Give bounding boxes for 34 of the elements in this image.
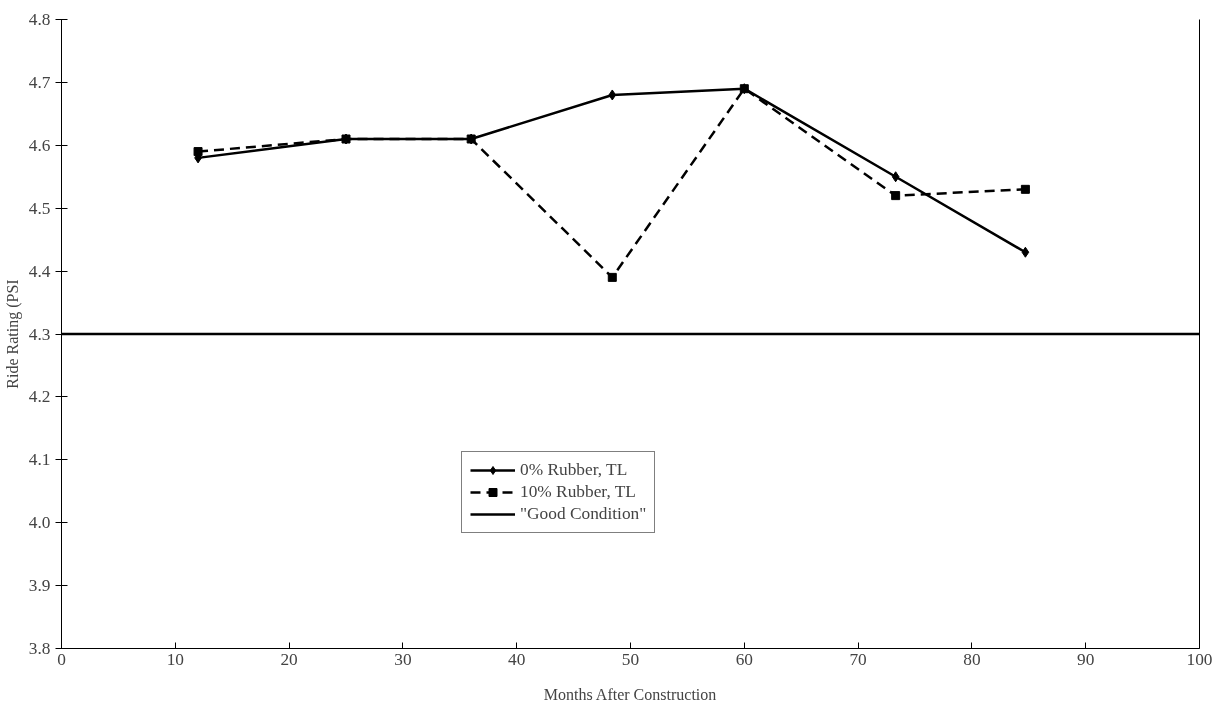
x-tick-label: 60	[735, 649, 753, 669]
y-axis-title: Ride Rating (PSI	[3, 279, 22, 389]
y-tick-label: 4.3	[28, 324, 51, 344]
point	[608, 89, 617, 101]
x-tick-label: 90	[1077, 649, 1095, 669]
point	[607, 272, 617, 282]
x-tick-label: 0	[57, 649, 66, 669]
point	[891, 171, 900, 183]
y-tick-label: 4.0	[28, 513, 51, 533]
point	[891, 191, 901, 201]
y-tick-label: 3.8	[28, 639, 51, 658]
x-tick-label: 30	[394, 649, 412, 669]
x-tick-label: 20	[280, 649, 298, 669]
x-tick-label: 40	[508, 649, 526, 669]
x-tick-label: 70	[849, 649, 867, 669]
y-tick-label: 4.6	[28, 135, 51, 155]
legend-label: 0% Rubber, TL	[520, 460, 628, 480]
x-tick-label: 80	[963, 649, 981, 669]
x-tick-label: 10	[166, 649, 184, 669]
x-tick-label: 100	[1186, 649, 1213, 669]
y-tick-label: 4.8	[28, 10, 51, 29]
point	[1020, 184, 1030, 194]
legend-label: "Good Condition"	[520, 504, 647, 524]
legend-label: 10% Rubber, TL	[520, 482, 636, 502]
y-tick-label: 4.2	[28, 387, 51, 407]
y-tick-label: 3.9	[28, 576, 51, 596]
point	[193, 147, 203, 157]
x-tick-label: 50	[621, 649, 640, 669]
point	[1021, 246, 1030, 258]
y-tick-label: 4.5	[28, 198, 51, 218]
y-tick-label: 4.7	[28, 72, 51, 92]
y-tick-label: 4.1	[28, 450, 51, 470]
y-tick-label: 4.4	[28, 261, 51, 281]
x-axis-title: Months After Construction	[543, 685, 717, 703]
